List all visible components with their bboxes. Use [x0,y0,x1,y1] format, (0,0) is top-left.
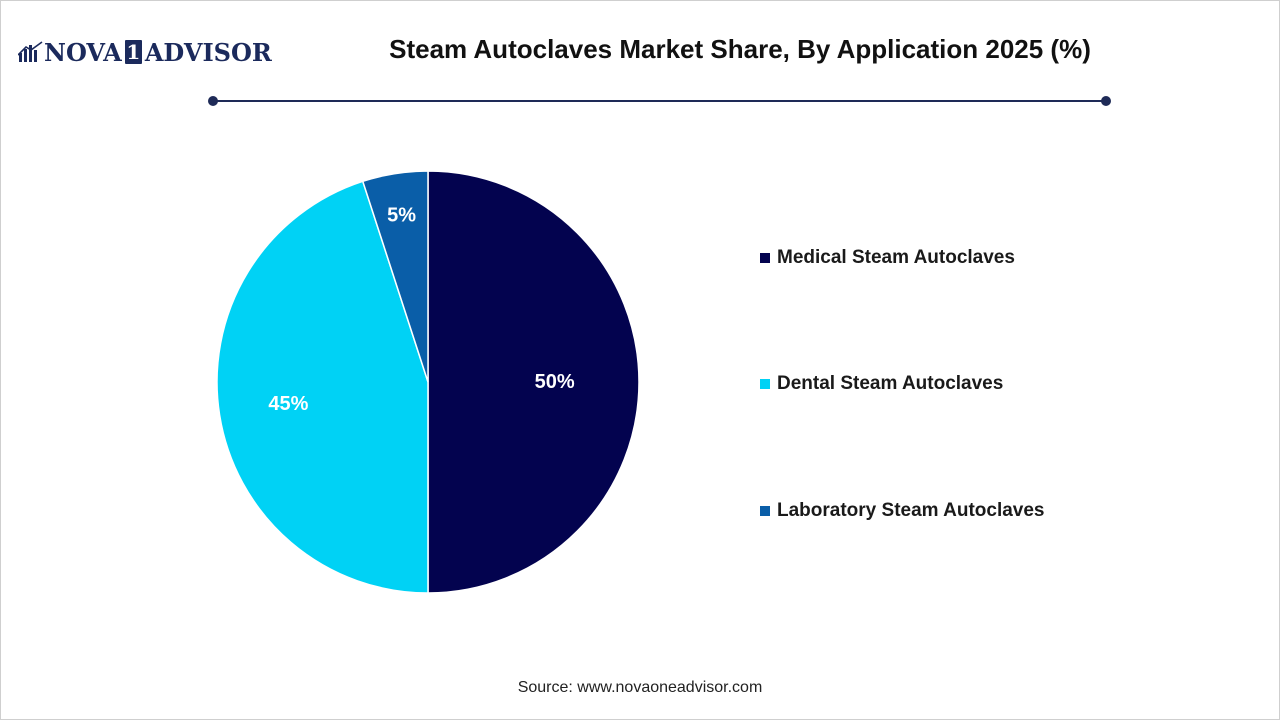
legend-item-laboratory-steam-autoclaves: Laboratory Steam Autoclaves [760,500,1045,522]
title-divider [213,100,1106,102]
legend-item-medical-steam-autoclaves: Medical Steam Autoclaves [760,247,1015,269]
logo-wordmark: NOVA 1 ADVISOR [44,38,272,67]
data-label-medical-steam-autoclaves: 50% [535,371,575,393]
legend-swatch [760,506,770,516]
logo-text-digit: 1 [124,40,142,64]
legend-label: Medical Steam Autoclaves [777,247,1015,268]
data-label-laboratory-steam-autoclaves: 5% [387,204,416,226]
source-note: Source: www.novaoneadvisor.com [517,679,763,696]
logo-text-left: NOVA [44,37,122,67]
pie-slice-medical-steam-autoclaves [427,170,640,594]
nova-advisor-logo: NOVA 1 ADVISOR [18,36,272,68]
legend-label: Dental Steam Autoclaves [777,373,1004,394]
divider-left-dot [208,96,218,106]
chart-title: Steam Autoclaves Market Share, By Applic… [389,34,1091,64]
legend-item-dental-steam-autoclaves: Dental Steam Autoclaves [760,373,1003,395]
legend-swatch [760,379,770,389]
divider-right-dot [1101,96,1111,106]
data-label-dental-steam-autoclaves: 45% [268,393,308,415]
bar-chart-icon [18,41,43,62]
pie-slice-dental-steam-autoclaves [216,180,429,594]
pie-slice-laboratory-steam-autoclaves [361,170,429,383]
legend-label: Laboratory Steam Autoclaves [777,500,1045,521]
legend-swatch [760,253,770,263]
logo-text-right: ADVISOR [144,37,272,67]
